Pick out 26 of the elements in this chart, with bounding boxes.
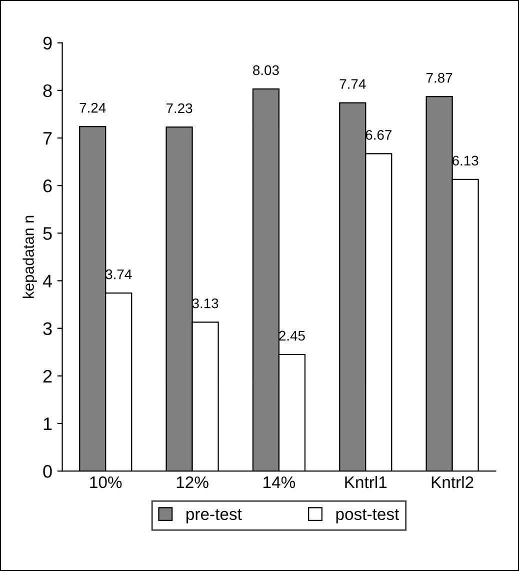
x-tick-label: 12% [176, 476, 208, 488]
y-axis-title: kepadatan n [22, 216, 37, 298]
data-label: 6.67 [366, 130, 392, 140]
y-tick-label: 7 [43, 132, 52, 145]
data-label: 2.45 [279, 330, 305, 341]
data-label: 7.23 [166, 103, 192, 114]
x-tick-label: 10% [90, 476, 122, 488]
data-label: 7.74 [340, 79, 366, 89]
data-label: 7.24 [80, 102, 106, 113]
data-label: 7.87 [426, 72, 452, 83]
data-label: 8.03 [253, 65, 279, 76]
legend-label: post-test [336, 509, 400, 524]
legend-label: pre-test [186, 509, 242, 524]
data-label: 3.74 [106, 269, 132, 280]
y-tick-label: 8 [43, 84, 52, 98]
y-tick-label: 4 [42, 274, 52, 288]
y-tick-label: 1 [44, 418, 52, 430]
y-tick-label: 5 [43, 227, 52, 240]
y-tick-label: 9 [43, 36, 52, 50]
y-tick-label: 2 [43, 370, 52, 382]
y-tick-label: 0 [43, 465, 52, 478]
y-tick-label: 6 [43, 180, 52, 192]
x-tick-label: Kntrl1 [345, 476, 387, 488]
x-tick-label: Kntrl2 [432, 476, 474, 488]
y-tick-label: 3 [43, 322, 52, 336]
x-tick-label: 14% [264, 476, 296, 488]
